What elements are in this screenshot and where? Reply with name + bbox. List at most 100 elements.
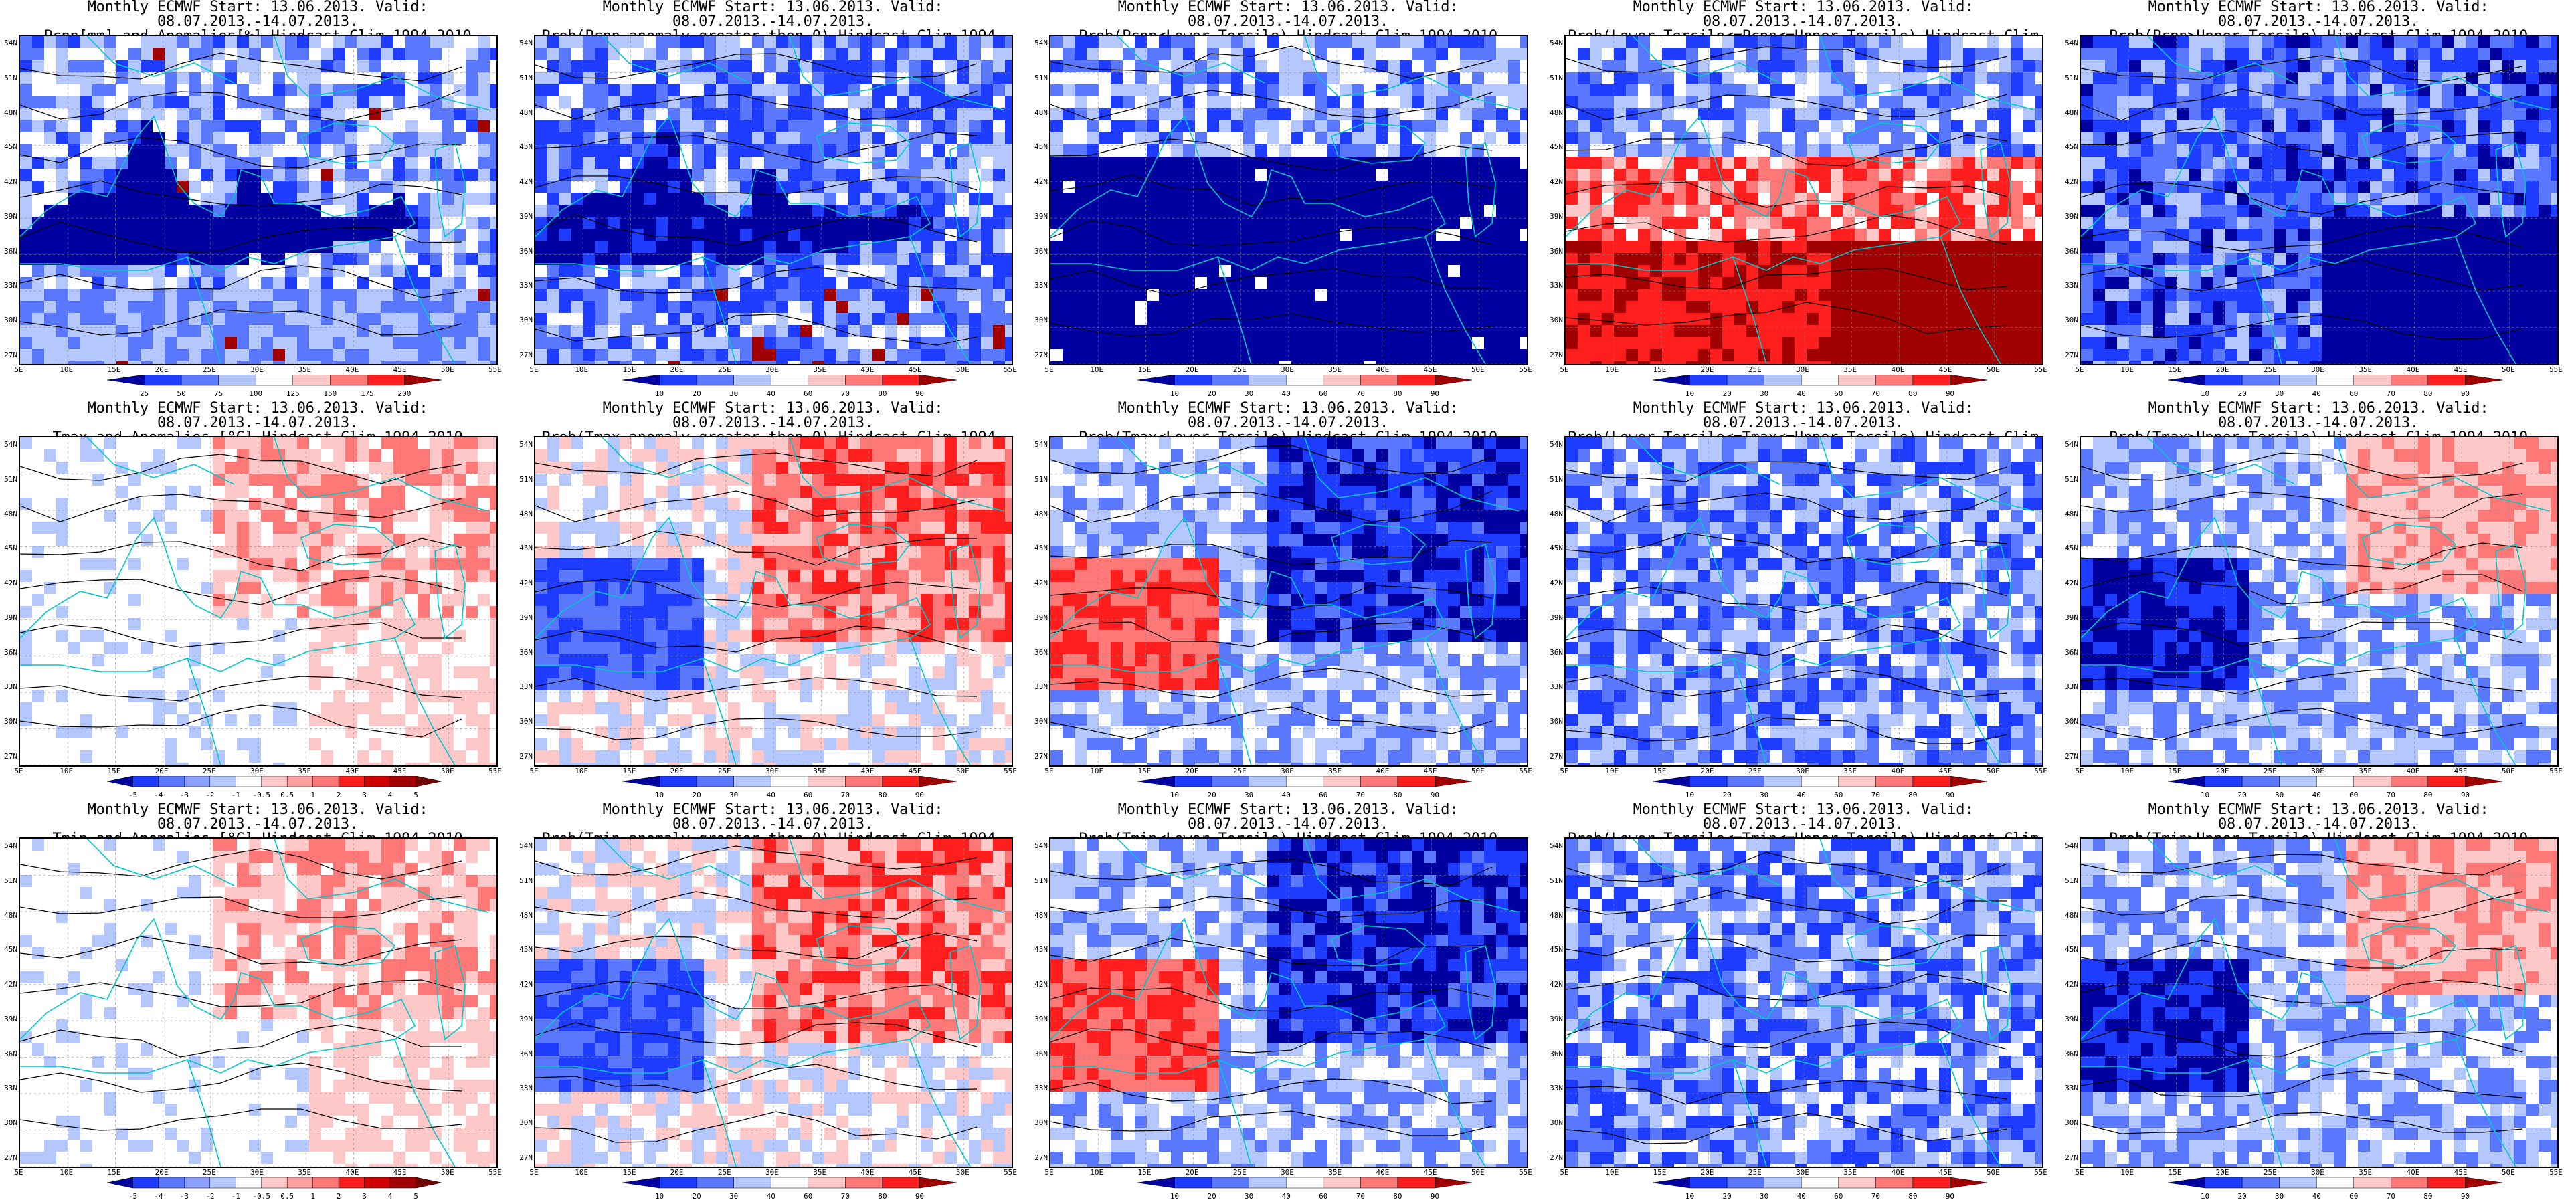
map-field-cell bbox=[1327, 301, 1340, 314]
map-field-cell bbox=[249, 241, 262, 254]
map-field-cell bbox=[776, 72, 789, 85]
map-field-cell bbox=[1734, 229, 1747, 241]
map-field-cell bbox=[668, 60, 680, 73]
map-field-cell bbox=[1975, 169, 1988, 181]
map-field-cell bbox=[1915, 84, 1928, 97]
map-field-cell bbox=[261, 181, 274, 193]
map-field-cell bbox=[1460, 313, 1473, 326]
map-field-cell bbox=[692, 301, 705, 314]
map-field-cell bbox=[201, 277, 213, 290]
map-field-cell bbox=[1279, 72, 1292, 85]
map-field-cell bbox=[945, 181, 957, 193]
map-field-cell bbox=[2322, 84, 2334, 97]
map-field-cell bbox=[381, 120, 394, 133]
map-field-cell bbox=[1255, 217, 1268, 229]
map-field-cell bbox=[716, 157, 729, 169]
map-field-cell bbox=[369, 349, 382, 362]
map-field-cell bbox=[116, 277, 129, 290]
map-field-cell bbox=[704, 361, 717, 364]
map-field-cell bbox=[993, 48, 1006, 61]
map-field-cell bbox=[812, 217, 825, 229]
map-field-cell bbox=[1183, 313, 1196, 326]
map-field-cell bbox=[1819, 205, 1831, 217]
map-field-cell bbox=[128, 289, 141, 302]
map-field-cell bbox=[1831, 108, 1843, 121]
map-field-cell bbox=[1424, 120, 1437, 133]
map-field-cell bbox=[405, 349, 418, 362]
colorbar-swatch bbox=[1875, 375, 1914, 386]
map-field-cell bbox=[2035, 205, 2042, 217]
map-field-cell bbox=[2478, 60, 2491, 73]
map-field-cell bbox=[478, 96, 490, 109]
map-field-cell bbox=[535, 277, 548, 290]
map-field-cell bbox=[957, 157, 970, 169]
map-field-cell bbox=[1614, 96, 1627, 109]
map-field-cell bbox=[68, 349, 81, 362]
map-field-cell bbox=[345, 289, 358, 302]
map-field-cell bbox=[2011, 349, 2024, 362]
map-field-cell bbox=[860, 361, 873, 364]
map-field-cell bbox=[1472, 337, 1485, 350]
map-field-cell bbox=[1087, 181, 1099, 193]
map-field-cell bbox=[680, 96, 693, 109]
map-field-cell bbox=[680, 36, 693, 49]
map-field-cell bbox=[1626, 96, 1639, 109]
map-field-cell bbox=[405, 120, 418, 133]
map-field-cell bbox=[201, 60, 213, 73]
map-field-cell bbox=[860, 36, 873, 49]
map-field-cell bbox=[405, 337, 418, 350]
map-field-cell bbox=[2310, 36, 2322, 49]
coastline bbox=[602, 36, 750, 84]
map-field-cell bbox=[1508, 84, 1521, 97]
map-field-cell bbox=[1484, 229, 1497, 241]
map-field-cell bbox=[897, 193, 909, 205]
map-field-cell bbox=[1831, 265, 1843, 278]
map-field-cell bbox=[547, 181, 560, 193]
map-field-cell bbox=[2551, 84, 2557, 97]
map-field-cell bbox=[153, 108, 165, 121]
map-field-cell bbox=[369, 277, 382, 290]
map-field-cell bbox=[1662, 325, 1675, 338]
map-field-cell bbox=[945, 349, 957, 362]
map-field-cell bbox=[1710, 217, 1723, 229]
map-field-cell bbox=[1448, 313, 1461, 326]
map-field-cell bbox=[1327, 277, 1340, 290]
map-field-cell bbox=[547, 36, 560, 49]
map-field-cell bbox=[1520, 337, 1527, 350]
map-field-cell bbox=[1075, 72, 1087, 85]
map-field-cell bbox=[535, 253, 548, 266]
map-field-cell bbox=[571, 36, 584, 49]
map-field-cell bbox=[728, 241, 741, 254]
map-field-cell bbox=[116, 217, 129, 229]
map-field-cell bbox=[393, 289, 406, 302]
map-field-cell bbox=[357, 169, 370, 181]
map-field-cell bbox=[1686, 36, 1699, 49]
forecast-panel: Monthly ECMWF Start: 13.06.2013. Valid: … bbox=[1546, 0, 2061, 401]
map-field-cell bbox=[1819, 313, 1831, 326]
map-field-cell bbox=[1448, 289, 1461, 302]
map-field-cell bbox=[1722, 181, 1735, 193]
map-field-cell bbox=[1782, 337, 1795, 350]
map-field-cell bbox=[1424, 313, 1437, 326]
map-field-cell bbox=[1315, 361, 1328, 364]
map-field-cell bbox=[1566, 169, 1578, 181]
map-field-cell bbox=[1698, 157, 1711, 169]
map-field-cell bbox=[559, 361, 572, 364]
forecast-panel: Monthly ECMWF Start: 13.06.2013. Valid: … bbox=[1030, 0, 1546, 401]
map-field-cell bbox=[1135, 36, 1147, 49]
map-field-cell bbox=[1686, 84, 1699, 97]
map-field-cell bbox=[1867, 108, 1879, 121]
map-field-cell bbox=[1927, 193, 1940, 205]
map-field-cell bbox=[249, 325, 262, 338]
map-field-cell bbox=[1388, 72, 1400, 85]
map-field-cell bbox=[225, 72, 238, 85]
map-field-cell bbox=[44, 72, 57, 85]
map-field-cell bbox=[261, 217, 274, 229]
map-field-cell bbox=[261, 337, 274, 350]
map-field-cell bbox=[1340, 72, 1352, 85]
map-field-cell bbox=[1424, 144, 1437, 157]
map-field-cell bbox=[1303, 144, 1316, 157]
map-field-cell bbox=[1376, 96, 1388, 109]
map-field-cell bbox=[1267, 349, 1280, 362]
map-field-cell bbox=[1879, 72, 1892, 85]
